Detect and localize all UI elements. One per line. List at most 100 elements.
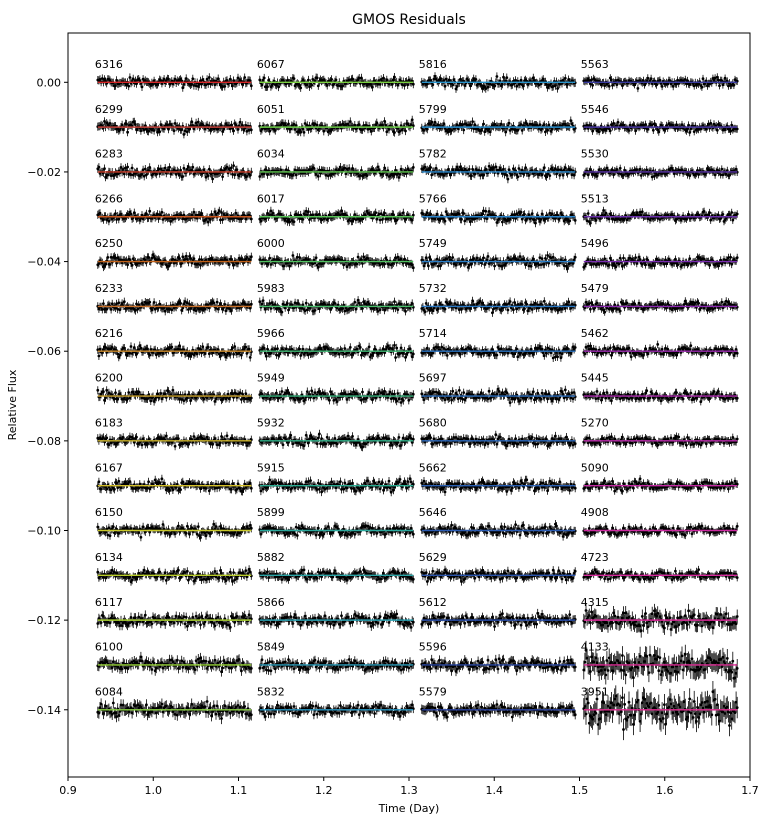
light-curve-5496: 5496 xyxy=(581,237,739,271)
light-curve-label: 5949 xyxy=(257,372,285,385)
light-curve-5782: 5782 xyxy=(419,148,577,184)
data-points xyxy=(258,703,415,718)
light-curve-label: 6266 xyxy=(95,192,123,205)
data-points xyxy=(582,568,739,582)
light-curve-label: 5816 xyxy=(419,58,447,71)
light-curve-label: 6000 xyxy=(257,237,285,250)
light-curve-5714: 5714 xyxy=(419,327,577,362)
data-points xyxy=(420,703,577,719)
light-curve-label: 6283 xyxy=(95,148,123,161)
y-axis: 0.00 −0.02 −0.04 −0.06 −0.08 −0.10 −0.12 −0.14 xyxy=(27,76,68,717)
y-tick-label: −0.02 xyxy=(27,166,61,179)
light-curve-label: 4908 xyxy=(581,506,609,519)
light-curve-label: 5646 xyxy=(419,506,447,519)
light-curve-label: 5629 xyxy=(419,551,447,564)
light-curve-6150: 6150 xyxy=(95,506,253,542)
light-curve-label: 5546 xyxy=(581,103,609,116)
light-curve-label: 5866 xyxy=(257,596,285,609)
y-tick-label: −0.10 xyxy=(27,524,61,537)
light-curve-5445: 5445 xyxy=(581,372,739,406)
light-curve-label: 5832 xyxy=(257,685,285,698)
data-points xyxy=(420,164,577,181)
light-curve-5563: 5563 xyxy=(581,58,739,93)
x-tick-label: 1.4 xyxy=(486,784,504,797)
light-curve-label: 5445 xyxy=(581,372,609,385)
light-curve-5462: 5462 xyxy=(581,327,739,361)
light-curve-5270: 5270 xyxy=(581,417,739,449)
light-curve-label: 5899 xyxy=(257,506,285,519)
light-curve-5697: 5697 xyxy=(419,372,577,407)
light-curve-5983: 5983 xyxy=(257,282,415,317)
data-points xyxy=(420,209,577,225)
light-curve-5479: 5479 xyxy=(581,282,739,316)
light-curve-6200: 6200 xyxy=(95,372,253,406)
light-curve-6283: 6283 xyxy=(95,148,253,183)
y-tick-label: −0.12 xyxy=(27,614,61,627)
light-curve-label: 6117 xyxy=(95,596,123,609)
data-points xyxy=(96,613,253,629)
light-curve-label: 4133 xyxy=(581,641,609,654)
light-curve-label: 5714 xyxy=(419,327,447,340)
light-curve-5816: 5816 xyxy=(419,58,577,93)
light-curve-5662: 5662 xyxy=(419,461,577,496)
data-points xyxy=(420,657,577,673)
light-curve-label: 5462 xyxy=(581,327,609,340)
light-curve-5849: 5849 xyxy=(257,641,415,676)
y-tick-label: 0.00 xyxy=(37,76,62,89)
light-curve-6051: 6051 xyxy=(257,103,415,137)
light-curve-5866: 5866 xyxy=(257,596,415,632)
light-curve-label: 6183 xyxy=(95,417,123,430)
light-curve-label: 5732 xyxy=(419,282,447,295)
light-curve-6299: 6299 xyxy=(95,103,253,139)
light-curve-6233: 6233 xyxy=(95,282,253,316)
light-curve-label: 5513 xyxy=(581,192,609,205)
light-curve-label: 5749 xyxy=(419,237,447,250)
light-curve-label: 4723 xyxy=(581,551,609,564)
data-points xyxy=(582,648,739,680)
light-curve-label: 6084 xyxy=(95,685,123,698)
plot-area: 6316 6299 6283 6266 6250 6233 6216 6200 6183 6167… xyxy=(95,58,739,741)
light-curve-5680: 5680 xyxy=(419,417,577,450)
light-curve-label: 6316 xyxy=(95,58,123,71)
light-curve-6000: 6000 xyxy=(257,237,415,272)
light-curve-4133: 4133 xyxy=(581,641,739,688)
light-curve-label: 5662 xyxy=(419,461,447,474)
light-curve-label: 6150 xyxy=(95,506,123,519)
data-points xyxy=(258,118,415,134)
light-curve-5732: 5732 xyxy=(419,282,577,317)
light-curve-6216: 6216 xyxy=(95,327,253,362)
light-curve-label: 5966 xyxy=(257,327,285,340)
data-points xyxy=(258,658,415,673)
light-curve-label: 6233 xyxy=(95,282,123,295)
light-curve-5629: 5629 xyxy=(419,551,577,586)
light-curve-6017: 6017 xyxy=(257,192,415,227)
light-curve-6167: 6167 xyxy=(95,461,253,496)
light-curve-label: 5697 xyxy=(419,372,447,385)
y-tick-label: −0.04 xyxy=(27,256,61,269)
light-curve-label: 6051 xyxy=(257,103,285,116)
light-curve-6117: 6117 xyxy=(95,596,253,632)
light-curve-5596: 5596 xyxy=(419,641,577,677)
light-curve-5579: 5579 xyxy=(419,685,577,722)
y-axis-title: Relative Flux xyxy=(6,369,19,440)
light-curve-6134: 6134 xyxy=(95,551,253,586)
data-points xyxy=(420,119,577,134)
light-curve-label: 6100 xyxy=(95,641,123,654)
x-tick-label: 1.2 xyxy=(315,784,333,797)
light-curve-label: 3951 xyxy=(581,685,609,698)
light-curve-6266: 6266 xyxy=(95,192,253,227)
light-curve-label: 5849 xyxy=(257,641,285,654)
light-curve-label: 5882 xyxy=(257,551,285,564)
light-curve-label: 5579 xyxy=(419,685,447,698)
light-curve-6084: 6084 xyxy=(95,685,253,725)
x-axis: 0.9 1.0 1.1 1.2 1.3 1.4 1.5 1.6 1.7 xyxy=(59,777,759,797)
light-curve-5832: 5832 xyxy=(257,685,415,721)
light-curve-6067: 6067 xyxy=(257,58,415,92)
data-points xyxy=(420,478,577,494)
x-tick-label: 1.1 xyxy=(230,784,248,797)
light-curve-label: 5596 xyxy=(419,641,447,654)
light-curve-label: 5680 xyxy=(419,417,447,430)
light-curve-6250: 6250 xyxy=(95,237,253,272)
data-points xyxy=(420,387,577,404)
